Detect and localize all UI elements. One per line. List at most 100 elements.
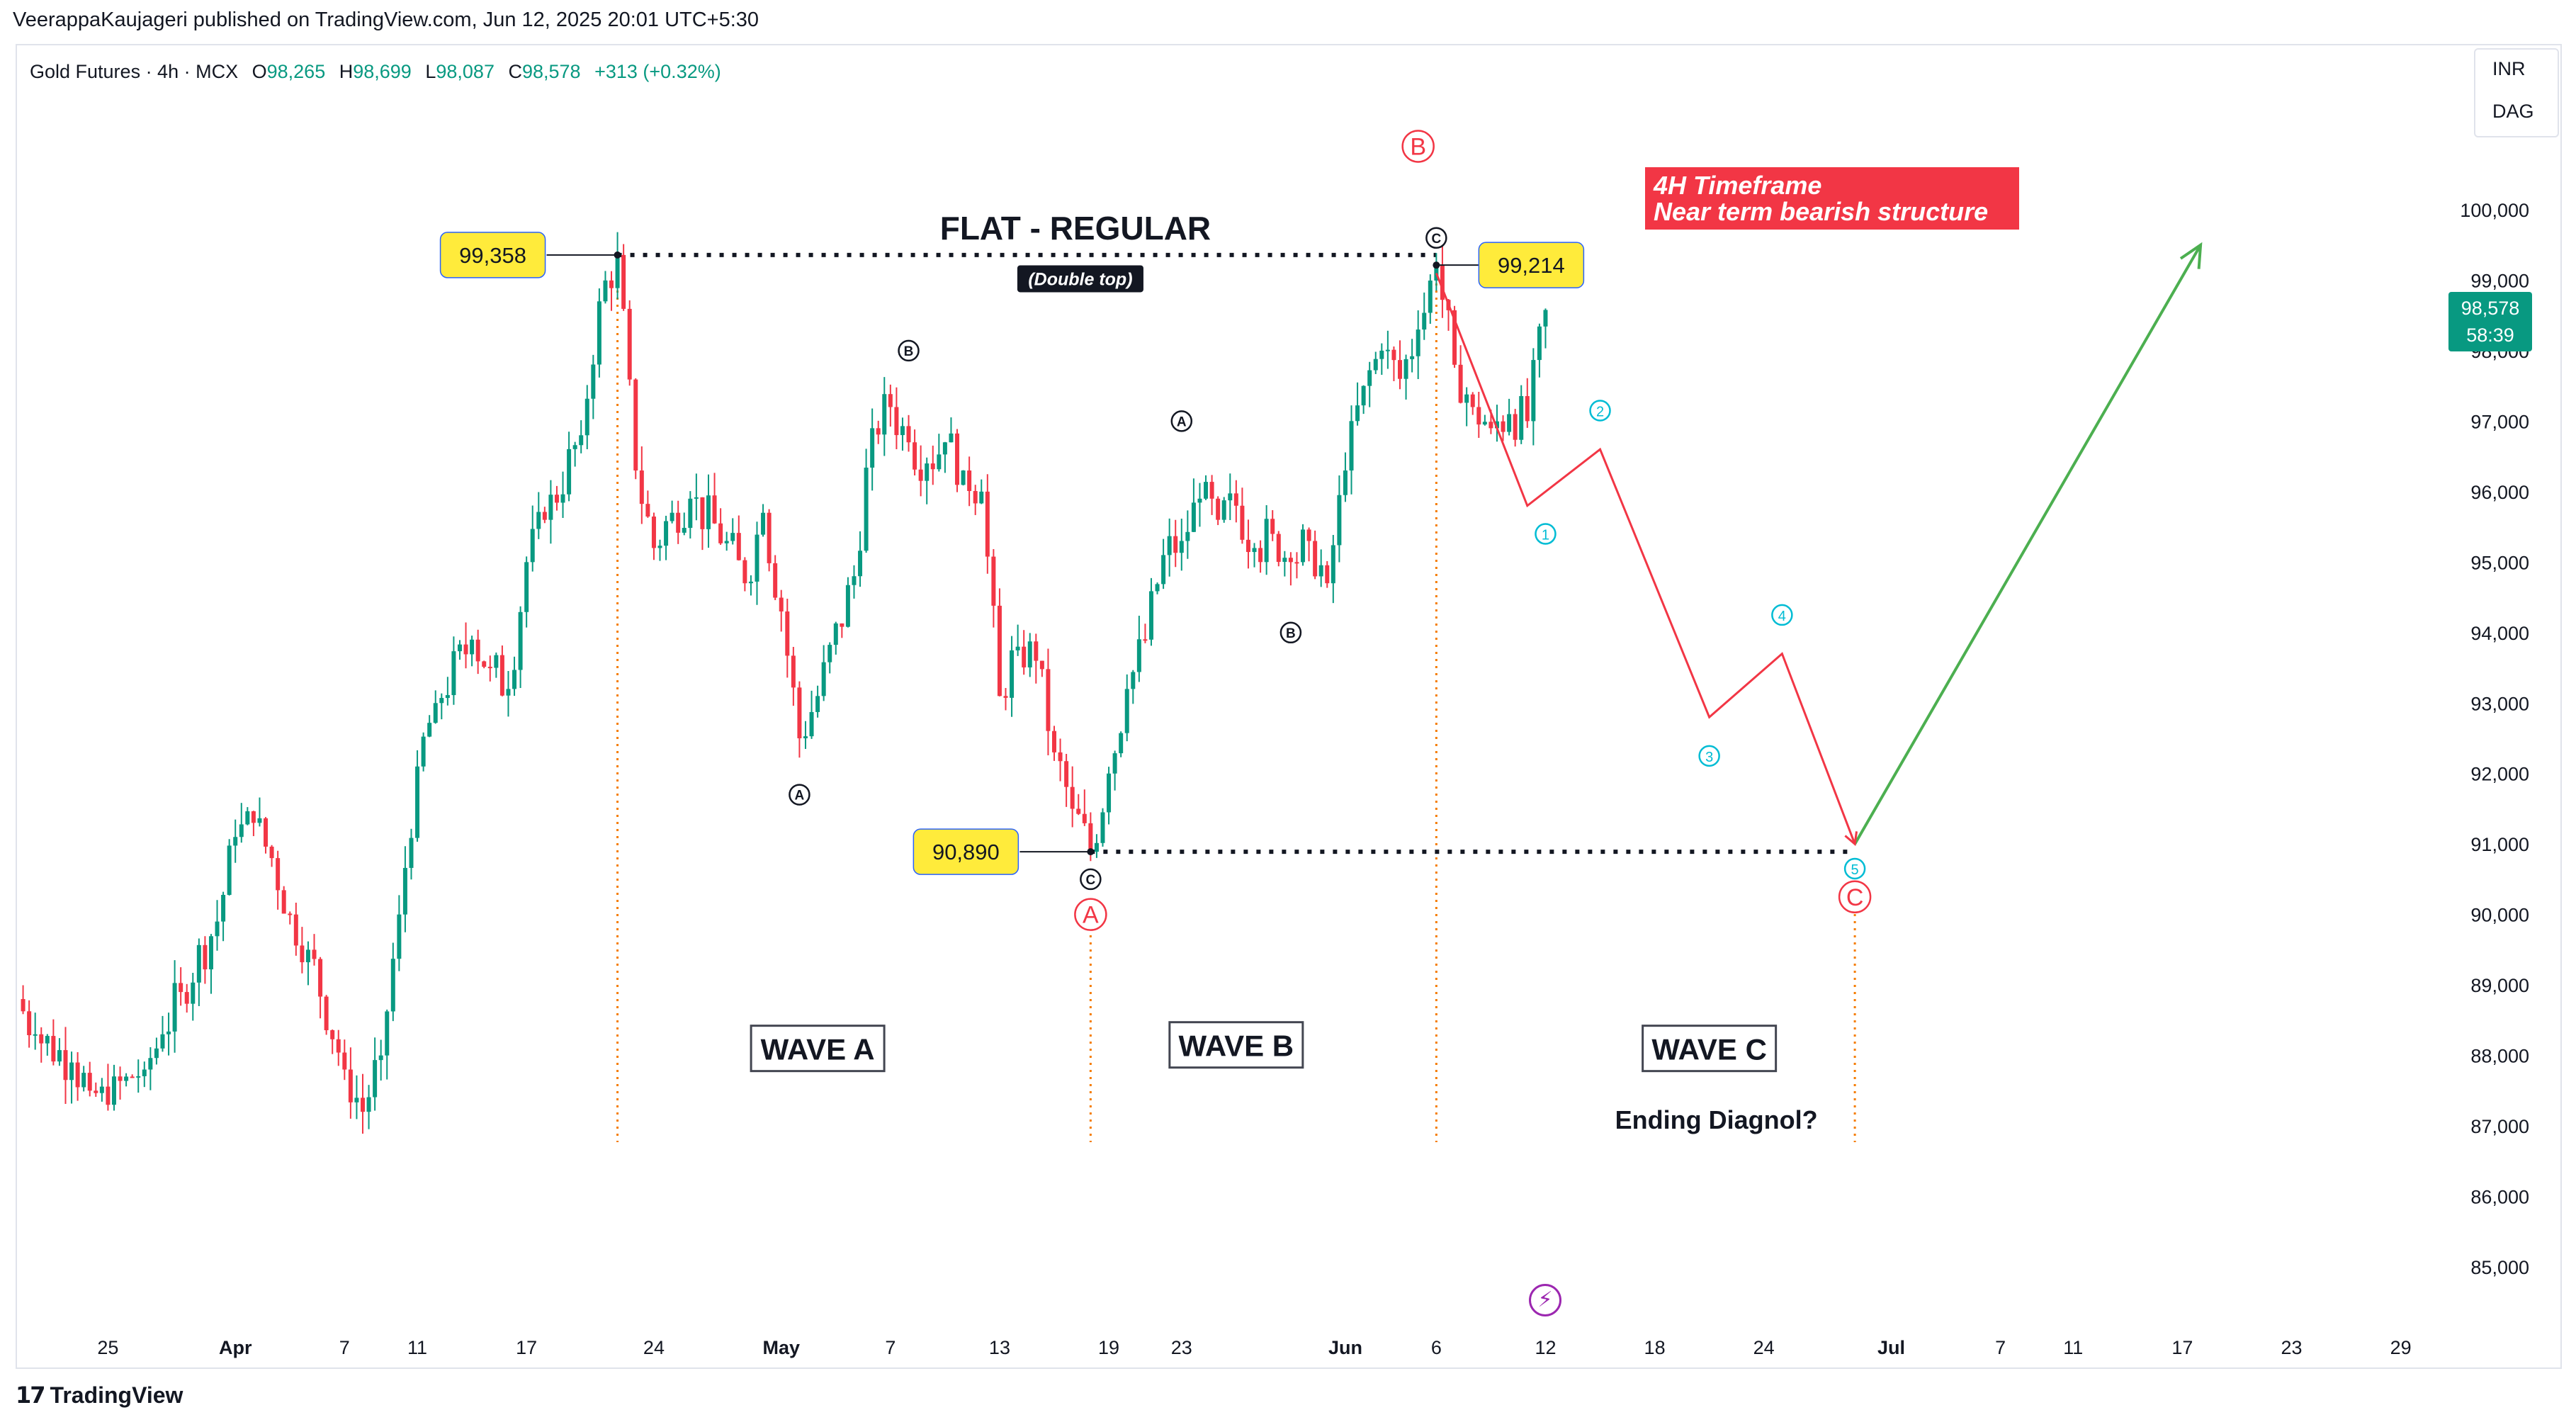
candle-body xyxy=(1010,650,1015,698)
candle-body xyxy=(785,611,790,656)
candle-body xyxy=(142,1069,147,1076)
candle-body xyxy=(1228,493,1233,501)
candle-body xyxy=(106,1086,111,1105)
candle-body xyxy=(955,433,960,485)
y-tick-label: 89,000 xyxy=(2470,975,2529,996)
y-tick-label: 91,000 xyxy=(2470,834,2529,855)
bar-countdown: 58:39 xyxy=(2466,325,2514,346)
candle-body xyxy=(191,982,196,1004)
x-tick-label: 18 xyxy=(1644,1337,1666,1358)
sub-wave-text: 5 xyxy=(1851,862,1859,878)
candle-body xyxy=(579,435,584,446)
candle-body xyxy=(390,959,395,1012)
x-tick-label: 24 xyxy=(643,1337,665,1358)
wave-box-frame xyxy=(1168,1021,1304,1069)
candle-body xyxy=(318,959,323,997)
candle-body xyxy=(621,254,626,309)
candle-body xyxy=(494,655,499,668)
candle-body xyxy=(470,639,475,655)
x-tick-label: 7 xyxy=(885,1337,896,1358)
candle-body xyxy=(942,442,947,455)
candle-body xyxy=(366,1097,371,1112)
price-label-dot xyxy=(614,251,621,259)
candles-group xyxy=(21,232,1548,1134)
candle-body xyxy=(402,867,407,915)
candle-body xyxy=(1537,326,1542,361)
candle-body xyxy=(524,562,529,612)
candle-body xyxy=(913,442,917,470)
candle-body xyxy=(1191,502,1196,532)
y-tick-label: 95,000 xyxy=(2470,552,2529,573)
arrow-head-icon xyxy=(1844,831,1858,847)
price-label-dot xyxy=(1433,261,1440,269)
candle-body xyxy=(1391,349,1396,361)
pattern-tag: (Double top) xyxy=(1017,265,1143,293)
wave-label-minor: C xyxy=(1080,868,1102,891)
candle-body xyxy=(499,655,504,696)
sub-wave-label: 5 xyxy=(1843,857,1866,880)
candle-body xyxy=(269,846,274,859)
currency-dag[interactable]: DAG xyxy=(2492,101,2534,122)
candle-body xyxy=(512,670,517,689)
candle-body xyxy=(664,521,669,546)
candle-body xyxy=(166,1031,171,1034)
candle-body xyxy=(779,597,784,611)
candle-body xyxy=(1003,696,1008,698)
wave-label-minor: B xyxy=(1279,621,1302,644)
wave-box: WAVE B xyxy=(1168,1021,1304,1069)
projection-down-path xyxy=(1435,272,1856,845)
candle-body xyxy=(451,651,456,696)
wave-label-text: B xyxy=(1286,626,1296,641)
candle-body xyxy=(894,407,899,436)
candle-body xyxy=(1240,505,1245,540)
symbol-name[interactable]: Gold Futures · 4h · MCX xyxy=(30,61,239,82)
candle-body xyxy=(1337,495,1342,546)
candle-body xyxy=(239,824,244,837)
candle-body xyxy=(87,1073,92,1091)
x-tick-label: 13 xyxy=(989,1337,1010,1358)
wave-label-text: C xyxy=(1846,884,1864,911)
candle-body xyxy=(900,426,905,436)
candle-body xyxy=(63,1050,68,1081)
candle-body xyxy=(864,467,869,551)
x-tick-label: 11 xyxy=(407,1337,427,1358)
candle-body xyxy=(264,818,269,847)
close-value: 98,578 xyxy=(521,61,581,82)
candle-body xyxy=(1301,529,1306,563)
candle-body xyxy=(1507,414,1512,432)
candle-body xyxy=(1318,565,1323,577)
candle-body xyxy=(973,491,978,504)
wave-label-major: B xyxy=(1401,130,1435,163)
sub-wave-text: 3 xyxy=(1705,750,1713,765)
wave-label-text: B xyxy=(904,344,914,359)
candle-body xyxy=(1325,565,1330,584)
candle-body xyxy=(676,512,681,533)
wave-box-text: WAVE A xyxy=(761,1033,875,1066)
candle-body xyxy=(348,1069,353,1102)
currency-menu[interactable]: INR DAG xyxy=(2474,48,2559,137)
candle-body xyxy=(1331,545,1335,584)
sub-wave-circle xyxy=(1771,604,1793,626)
y-tick-label: 94,000 xyxy=(2470,623,2529,644)
candle-body xyxy=(1476,407,1481,425)
candle-body xyxy=(1204,482,1209,499)
lightning-icon[interactable]: ⚡ xyxy=(1529,1284,1561,1316)
candle-body xyxy=(997,605,1002,696)
candle-body xyxy=(1270,519,1275,534)
x-tick-label: 12 xyxy=(1535,1337,1556,1358)
currency-inr[interactable]: INR xyxy=(2492,58,2526,79)
candle-body xyxy=(1349,421,1354,471)
candle-body xyxy=(1282,558,1287,563)
candle-body xyxy=(221,894,226,922)
tradingview-logo[interactable]: 17 TradingView xyxy=(16,1382,183,1409)
candle-body xyxy=(1410,356,1415,359)
x-tick-label: Jul xyxy=(1877,1337,1905,1358)
wave-label-circle xyxy=(1080,868,1102,891)
symbol-legend: Gold Futures · 4h · MCX O98,265 H98,699 … xyxy=(30,61,721,83)
candle-body xyxy=(148,1058,153,1070)
candle-body xyxy=(882,394,887,435)
candle-body xyxy=(130,1076,135,1078)
candle-body xyxy=(172,983,177,1032)
